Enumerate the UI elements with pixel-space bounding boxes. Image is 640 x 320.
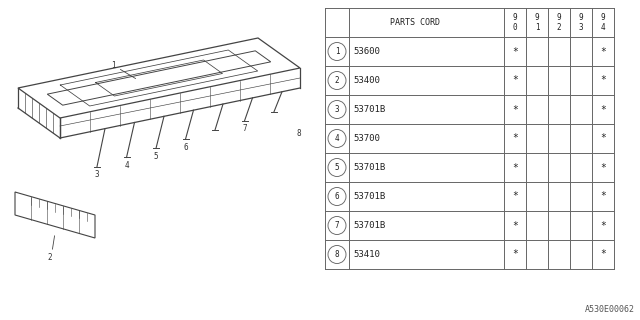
- Text: *: *: [600, 46, 606, 57]
- Text: 6: 6: [335, 192, 339, 201]
- Text: 7: 7: [335, 221, 339, 230]
- Text: *: *: [512, 46, 518, 57]
- Text: 1: 1: [534, 23, 540, 32]
- Text: 5: 5: [154, 152, 158, 161]
- Text: 9: 9: [557, 13, 561, 22]
- Text: *: *: [512, 191, 518, 202]
- Text: *: *: [512, 250, 518, 260]
- Text: 53701B: 53701B: [353, 105, 385, 114]
- Text: 7: 7: [242, 124, 247, 133]
- Text: 53701B: 53701B: [353, 192, 385, 201]
- Text: *: *: [512, 133, 518, 143]
- Text: PARTS CORD: PARTS CORD: [390, 18, 440, 27]
- Text: 9: 9: [601, 13, 605, 22]
- Text: 53400: 53400: [353, 76, 380, 85]
- Text: 53701B: 53701B: [353, 221, 385, 230]
- Text: 2: 2: [335, 76, 339, 85]
- Text: 1: 1: [335, 47, 339, 56]
- Text: 4: 4: [124, 161, 129, 170]
- Text: 4: 4: [335, 134, 339, 143]
- Text: 53700: 53700: [353, 134, 380, 143]
- Text: 2: 2: [557, 23, 561, 32]
- Text: *: *: [600, 163, 606, 172]
- Text: *: *: [600, 250, 606, 260]
- Text: 3: 3: [335, 105, 339, 114]
- Text: 53600: 53600: [353, 47, 380, 56]
- Text: 3: 3: [579, 23, 583, 32]
- Text: 2: 2: [48, 253, 52, 262]
- Text: 0: 0: [513, 23, 517, 32]
- Text: 5: 5: [335, 163, 339, 172]
- Text: *: *: [600, 220, 606, 230]
- Text: 8: 8: [335, 250, 339, 259]
- Text: *: *: [600, 191, 606, 202]
- Text: A530E00062: A530E00062: [585, 305, 635, 314]
- Text: *: *: [512, 105, 518, 115]
- Text: *: *: [600, 76, 606, 85]
- Text: 53701B: 53701B: [353, 163, 385, 172]
- Text: 3: 3: [95, 170, 99, 179]
- Text: 9: 9: [534, 13, 540, 22]
- Text: 1: 1: [111, 60, 115, 69]
- Text: *: *: [512, 163, 518, 172]
- Text: *: *: [600, 133, 606, 143]
- Text: 9: 9: [579, 13, 583, 22]
- Text: *: *: [600, 105, 606, 115]
- Text: *: *: [512, 220, 518, 230]
- Text: 6: 6: [183, 143, 188, 152]
- Text: 8: 8: [297, 129, 301, 138]
- Text: 4: 4: [601, 23, 605, 32]
- Text: 9: 9: [513, 13, 517, 22]
- Text: 53410: 53410: [353, 250, 380, 259]
- Text: *: *: [512, 76, 518, 85]
